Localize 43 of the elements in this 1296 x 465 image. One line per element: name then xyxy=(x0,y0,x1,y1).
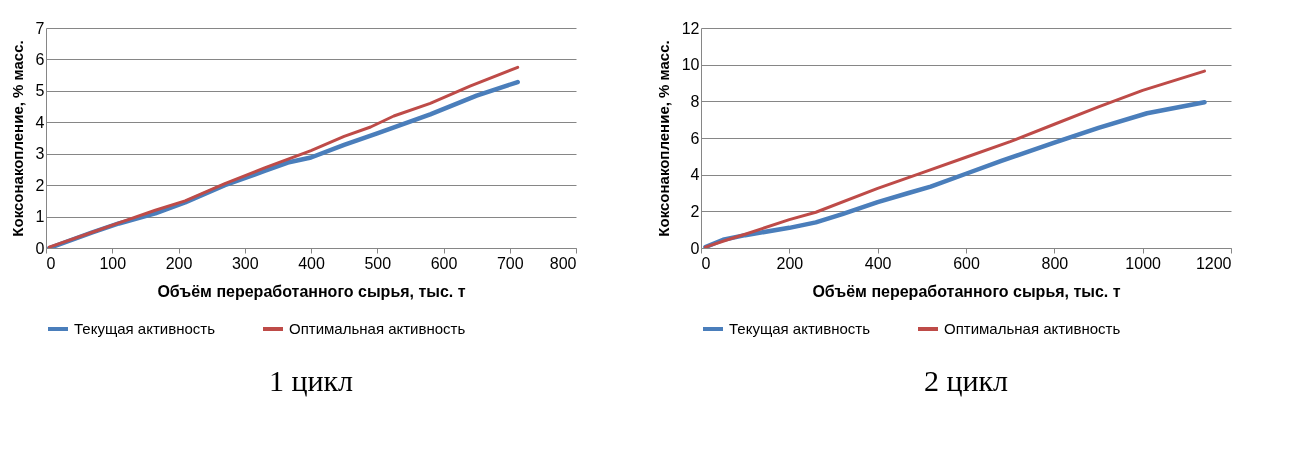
x-tick-label: 400 xyxy=(298,254,325,272)
x-tick-label: 100 xyxy=(99,254,127,272)
line-series xyxy=(703,69,1206,248)
line-series xyxy=(703,100,1207,248)
x-tick-label: 0 xyxy=(46,254,56,272)
y-tick-label: 2 xyxy=(35,176,45,194)
text: 1 цикл xyxy=(268,364,354,397)
x-tick-label: 600 xyxy=(953,254,980,272)
legend-label: Оптимальная активность xyxy=(289,320,466,337)
text: 2 цикл xyxy=(923,364,1009,397)
y-tick-label: 5 xyxy=(35,82,45,100)
x-tick-label: 600 xyxy=(430,254,458,272)
x-tick-label: 700 xyxy=(496,254,524,272)
y-tick-label: 4 xyxy=(35,113,45,131)
x-tick-label: 800 xyxy=(549,254,577,272)
y-tick-label: 0 xyxy=(35,239,45,257)
y-tick-label: 2 xyxy=(690,202,700,220)
y-axis-title: Коксонакопление, % масс. xyxy=(654,40,672,237)
x-tick-label: 0 xyxy=(701,254,711,272)
x-tick-label: 1200 xyxy=(1195,254,1232,272)
y-tick-label: 0 xyxy=(690,239,700,257)
y-tick-label: 7 xyxy=(35,19,45,37)
y-tick-label: 6 xyxy=(35,50,45,68)
x-axis-title: Объём переработанного сырья, тыс. т xyxy=(812,282,1121,300)
y-tick-label: 12 xyxy=(681,19,700,37)
x-axis-title: Объём переработанного сырья, тыс. т xyxy=(157,282,466,300)
legend-label: Текущая активность xyxy=(74,320,216,337)
x-tick-label: 500 xyxy=(364,254,392,272)
y-tick-label: 10 xyxy=(681,56,700,74)
y-tick-label: 1 xyxy=(35,208,45,226)
x-tick-label: 200 xyxy=(776,254,804,272)
x-tick-label: 200 xyxy=(165,254,193,272)
legend-label: Оптимальная активность xyxy=(944,320,1121,337)
x-tick-label: 800 xyxy=(1041,254,1069,272)
legend-label: Текущая активность xyxy=(729,320,871,337)
x-tick-label: 400 xyxy=(864,254,892,272)
x-tick-label: 300 xyxy=(231,254,259,272)
y-tick-label: 8 xyxy=(690,92,700,110)
x-tick-label: 1000 xyxy=(1125,254,1162,272)
y-axis-title: Коксонакопление, % масс. xyxy=(8,40,26,237)
y-tick-label: 4 xyxy=(690,166,700,184)
y-tick-label: 6 xyxy=(690,129,700,147)
y-tick-label: 3 xyxy=(35,145,45,163)
